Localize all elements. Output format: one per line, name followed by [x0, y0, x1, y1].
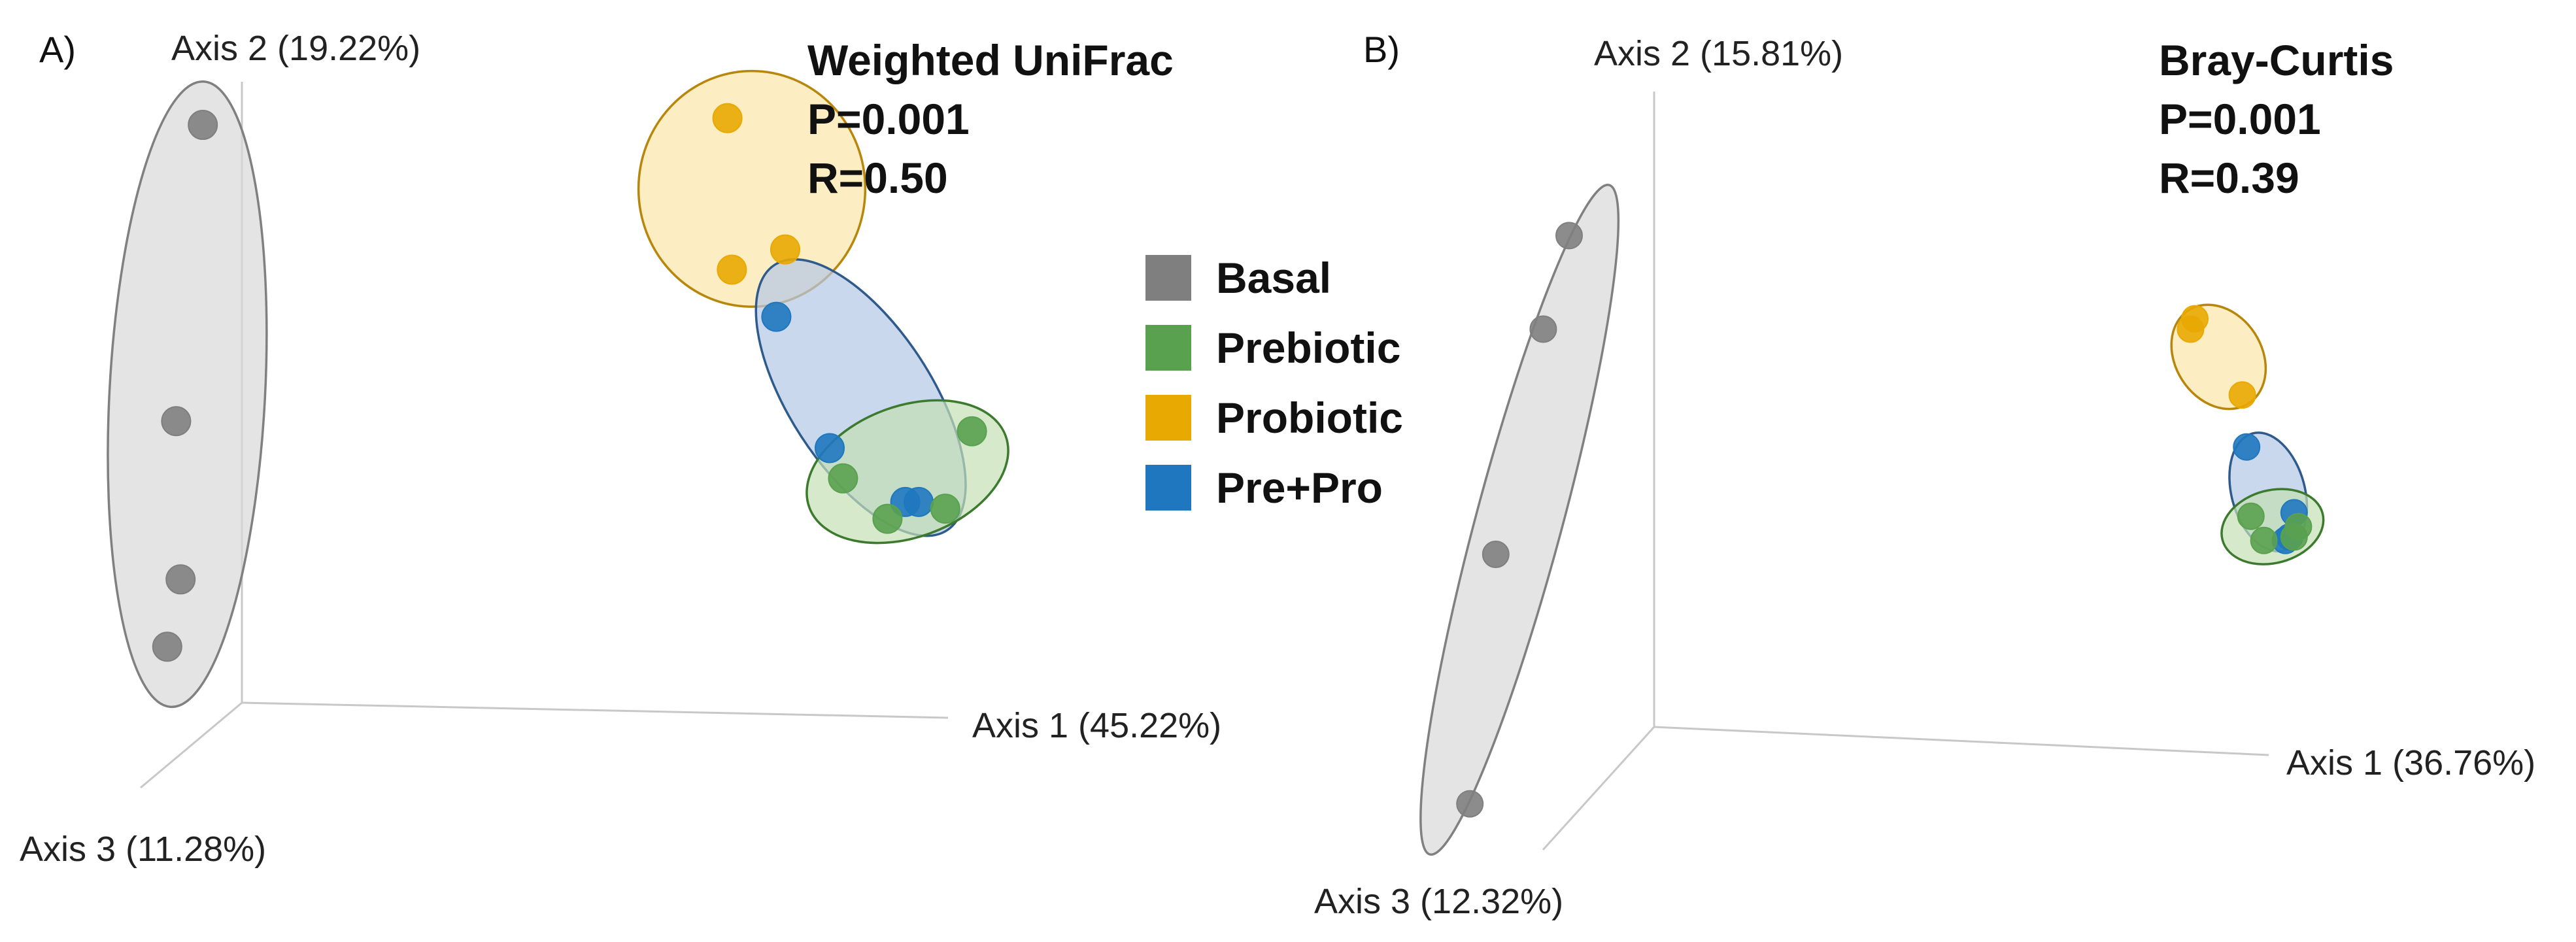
legend-swatch-pre-pro	[1145, 465, 1191, 511]
panel-b-axis3-line	[1542, 726, 1655, 851]
point-pre-pro	[2233, 433, 2261, 461]
point-prebiotic	[872, 503, 903, 534]
legend-label-probiotic: Probiotic	[1216, 394, 1403, 442]
panel-a-axis3-line	[140, 701, 243, 789]
point-basal	[1555, 222, 1583, 250]
panel-b-axis2-label: Axis 2 (15.81%)	[1594, 34, 1843, 73]
point-probiotic	[712, 103, 743, 133]
panel-a-axis1-line	[241, 701, 949, 719]
point-pre-pro	[904, 486, 934, 517]
panel-a: A) Axis 2 (19.22%) Axis 1 (45.22%) Axis …	[20, 29, 1221, 869]
point-basal	[1456, 790, 1484, 818]
panel-b-r-value: R=0.39	[2159, 154, 2299, 202]
legend-swatch-probiotic	[1145, 395, 1191, 441]
panel-a-p-value: P=0.001	[807, 95, 970, 143]
point-prebiotic	[957, 416, 987, 446]
panel-a-axis1-label: Axis 1 (45.22%)	[972, 706, 1221, 745]
panel-a-r-value: R=0.50	[807, 154, 948, 202]
panel-b-p-value: P=0.001	[2159, 95, 2321, 143]
point-pre-pro	[761, 301, 792, 332]
legend: Basal Prebiotic Probiotic Pre+Pro	[1145, 254, 1403, 512]
point-basal	[161, 406, 192, 437]
point-basal	[152, 631, 182, 662]
legend-label-prebiotic: Prebiotic	[1216, 324, 1400, 372]
ellipse-probiotic	[637, 69, 867, 308]
point-prebiotic	[2280, 523, 2308, 551]
point-probiotic	[770, 234, 800, 265]
panel-b-axis1-label: Axis 1 (36.76%)	[2286, 743, 2535, 782]
ellipse-basal	[1419, 184, 1620, 856]
panel-b-axis1-line	[1653, 726, 2269, 756]
panel-a-label: A)	[39, 29, 76, 70]
legend-swatch-basal	[1145, 255, 1191, 301]
panel-a-axis3-label: Axis 3 (11.28%)	[20, 830, 266, 869]
point-basal	[1482, 541, 1510, 568]
legend-swatch-prebiotic	[1145, 325, 1191, 371]
panel-b-label: B)	[1363, 29, 1400, 70]
panel-b-axis3-label: Axis 3 (12.32%)	[1314, 882, 1563, 921]
ellipse-probiotic	[2170, 303, 2267, 411]
panel-a-title: Weighted UniFrac	[807, 36, 1174, 84]
point-basal	[165, 564, 196, 595]
point-prebiotic	[2250, 526, 2278, 554]
panel-b: B) Axis 2 (15.81%) Axis 1 (36.76%) Axis …	[1314, 29, 2535, 921]
panel-b-title: Bray-Curtis	[2159, 36, 2394, 84]
panel-a-axis2-label: Axis 2 (19.22%)	[171, 29, 420, 68]
point-probiotic	[2177, 315, 2205, 343]
point-pre-pro	[815, 433, 845, 463]
legend-label-basal: Basal	[1216, 254, 1331, 302]
point-prebiotic	[2237, 502, 2265, 530]
ellipse-basal	[107, 80, 268, 709]
legend-label-pre-pro: Pre+Pro	[1216, 463, 1383, 512]
point-probiotic	[717, 254, 747, 285]
point-basal	[1529, 315, 1557, 343]
point-prebiotic	[828, 463, 858, 494]
point-prebiotic	[930, 494, 960, 524]
point-probiotic	[2228, 381, 2256, 409]
point-basal	[188, 110, 218, 141]
panel-b-plot	[1419, 184, 2325, 856]
panel-a-plot	[107, 69, 1009, 709]
